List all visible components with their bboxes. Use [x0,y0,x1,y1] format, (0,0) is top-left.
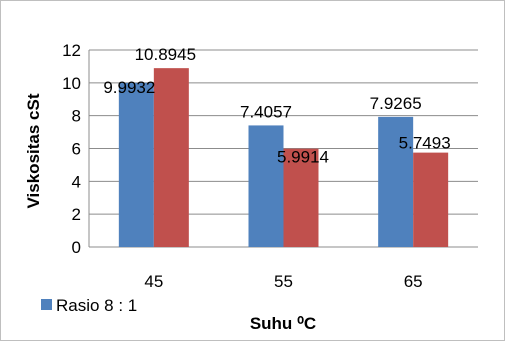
x-tick-label-65: 65 [404,272,423,291]
data-label-series-1-55: 7.4057 [240,102,292,121]
x-tick-label-45: 45 [144,272,163,291]
data-labels: 9.9932 10.8945 7.4057 5.9914 7.9265 5.7493 [103,45,450,166]
legend-label-series-1: Rasio 8 : 1 [56,296,137,315]
data-label-series-2-65: 5.7493 [399,134,451,153]
x-tick-labels: 45 55 65 [144,272,422,291]
bars [118,68,449,248]
x-axis-title: Suhu ⁰C [250,314,316,333]
data-label-series-1-45: 9.9932 [103,78,155,97]
y-tick-label: 6 [72,140,81,159]
bar-series-2-45 [153,68,189,248]
legend-swatch-series-1 [41,299,52,310]
y-tick-label: 0 [72,238,81,257]
y-tick-label: 8 [72,107,81,126]
bar-series-1-55 [248,125,284,247]
x-axis-title-text: Suhu [250,314,293,333]
data-label-series-2-45: 10.8945 [135,45,196,64]
x-axis-title-unit: ⁰C [297,314,316,333]
data-label-series-1-65: 7.9265 [370,94,422,113]
y-axis-title: Viskositas cSt [24,93,43,208]
y-tick-label: 2 [72,205,81,224]
y-tick-labels: 0 2 4 6 8 10 12 [62,41,81,257]
bar-series-1-45 [118,82,154,247]
y-tick-label: 10 [62,74,81,93]
legend: Rasio 8 : 1 [41,296,137,315]
data-label-series-2-55: 5.9914 [277,148,329,167]
bar-series-1-65 [378,116,414,247]
y-tick-label: 12 [62,41,81,60]
bar-series-2-65 [413,152,449,247]
y-tick-label: 4 [72,172,81,191]
bar-series-2-55 [283,148,319,247]
x-tick-label-55: 55 [274,272,293,291]
